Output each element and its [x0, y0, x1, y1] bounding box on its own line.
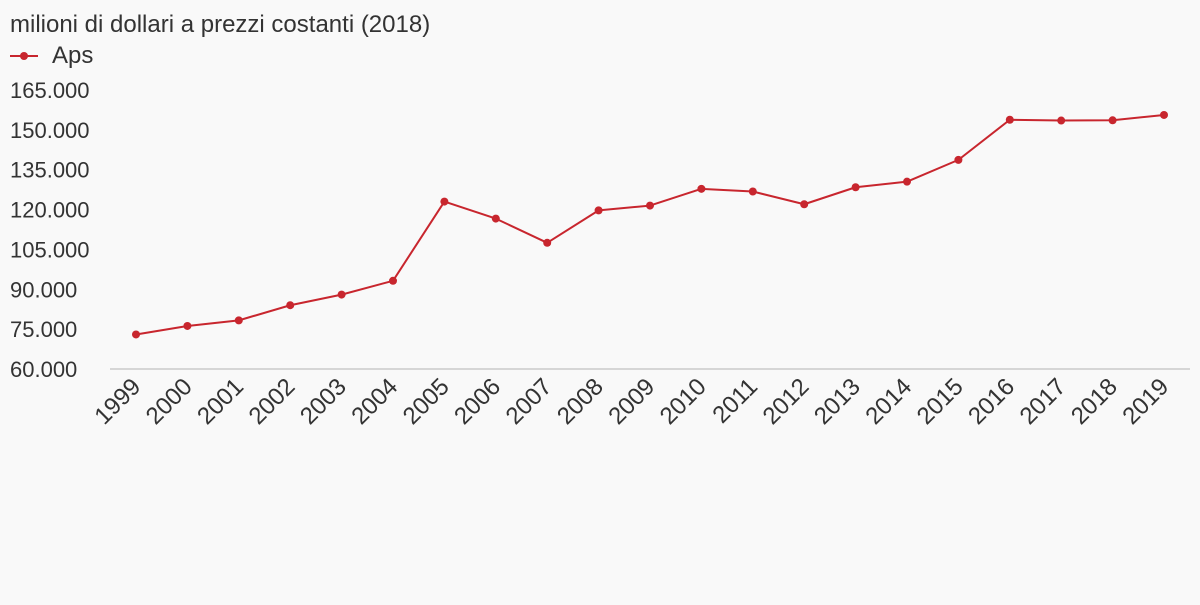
x-tick-label: 1999	[89, 373, 146, 430]
data-point	[132, 330, 140, 339]
data-point	[646, 201, 654, 210]
legend-marker	[20, 52, 28, 60]
legend-label: Aps	[52, 42, 93, 69]
y-axis-tick-labels: 60.000 75.000 90.000 105.000 120.000 135.000 1…	[10, 78, 90, 382]
series-group	[132, 110, 1168, 339]
x-tick-label: 2013	[809, 373, 866, 430]
x-tick-label: 2017	[1015, 373, 1072, 430]
x-tick-label: 2005	[398, 373, 455, 430]
data-point	[286, 301, 295, 310]
data-point	[183, 321, 192, 330]
y-tick-label: 135.000	[10, 158, 90, 183]
x-tick-label: 2003	[295, 373, 352, 430]
data-point	[491, 214, 500, 223]
data-point	[800, 200, 809, 209]
y-tick-label: 75.000	[10, 317, 77, 342]
x-tick-label: 2011	[707, 373, 763, 429]
x-tick-label: 2018	[1066, 373, 1123, 430]
data-point	[594, 206, 603, 215]
x-tick-label: 2002	[244, 373, 301, 430]
x-tick-label: 2008	[552, 373, 609, 430]
x-tick-label: 2004	[346, 373, 403, 430]
x-tick-label: 2010	[655, 373, 712, 430]
x-tick-label: 2006	[449, 373, 506, 430]
data-point	[440, 197, 449, 206]
data-point	[1160, 110, 1168, 119]
data-point	[903, 177, 911, 186]
y-tick-label: 150.000	[10, 118, 90, 143]
data-point	[543, 238, 552, 247]
x-tick-label: 2019	[1117, 373, 1174, 430]
x-tick-label: 2015	[912, 373, 969, 430]
x-tick-label: 2016	[963, 373, 1020, 430]
y-tick-label: 105.000	[10, 237, 90, 262]
data-point	[337, 290, 346, 299]
y-tick-label: 165.000	[10, 78, 90, 103]
data-point	[1005, 115, 1014, 124]
data-point	[1108, 116, 1117, 125]
data-point	[234, 316, 243, 325]
legend: Aps	[10, 42, 93, 69]
y-tick-label: 120.000	[10, 198, 90, 223]
x-tick-label: 2001	[192, 373, 249, 430]
x-tick-label: 2014	[860, 373, 917, 430]
y-tick-label: 90.000	[10, 277, 77, 302]
data-point	[954, 155, 963, 164]
y-tick-label: 60.000	[10, 357, 77, 382]
data-point	[389, 276, 397, 285]
x-axis-tick-labels: 1999200020012002200320042005200620072008…	[89, 373, 1174, 430]
chart-title: milioni di dollari a prezzi costanti (20…	[10, 11, 430, 38]
x-tick-label: 2012	[758, 373, 815, 430]
data-point	[697, 184, 706, 193]
x-tick-label: 2009	[603, 373, 660, 430]
data-point	[748, 187, 757, 196]
data-point	[1057, 116, 1066, 125]
x-tick-label: 2000	[141, 373, 198, 430]
data-point	[851, 183, 860, 192]
x-tick-label: 2007	[501, 373, 558, 430]
